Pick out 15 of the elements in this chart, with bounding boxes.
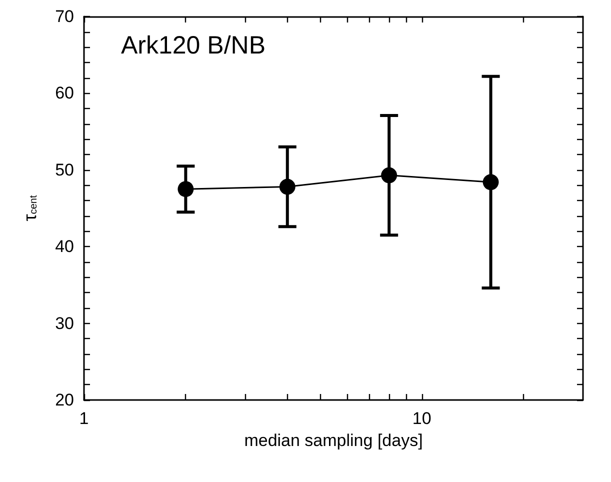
point [482, 174, 499, 190]
text: Ark120 B/NB [121, 32, 266, 60]
y-tick-label: 60 [55, 84, 74, 103]
x-tick-label: 10 [412, 409, 432, 428]
y-tick-label: 50 [55, 160, 74, 180]
point [381, 167, 398, 184]
y-tick-label: 30 [55, 314, 74, 333]
y-tick-label: 40 [55, 237, 74, 256]
point [279, 178, 296, 195]
y-tick-label: 20 [55, 390, 74, 410]
point [178, 181, 194, 198]
y-axis-title: τcent [20, 195, 40, 222]
x-axis-title: median sampling [days] [244, 430, 423, 450]
x-tick-label: 1 [79, 409, 89, 428]
y-tick-label: 70 [55, 7, 74, 26]
